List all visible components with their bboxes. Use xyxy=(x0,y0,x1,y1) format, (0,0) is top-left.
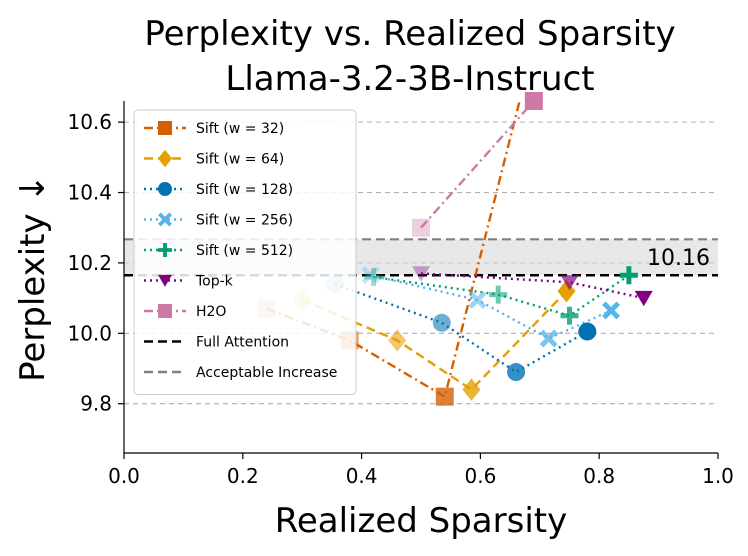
legend-marker-6 xyxy=(158,304,172,318)
legend: Sift (w = 32) Sift (w = 64) Sift (w = 128)… xyxy=(133,109,357,395)
y-axis-label: Perplexity ↓ xyxy=(13,174,53,382)
data-point-3-0 xyxy=(361,266,380,285)
legend-label-1: Sift (w = 64) xyxy=(196,152,284,168)
y-tick-label-2: 10.2 xyxy=(67,251,112,275)
data-point-4-2 xyxy=(560,306,579,325)
full-attention-annotation: 10.16 xyxy=(647,246,710,271)
data-point-0-2 xyxy=(435,387,454,406)
x-tick-label-5: 1.0 xyxy=(702,464,734,488)
x-tick-label-4: 0.8 xyxy=(583,464,615,488)
series-line-6 xyxy=(420,101,535,229)
legend-marker-5 xyxy=(158,274,172,287)
x-axis-label: Realized Sparsity xyxy=(275,501,568,541)
legend-marker-3 xyxy=(158,212,172,227)
chart-title: Perplexity vs. Realized Sparsity xyxy=(144,14,675,54)
legend-label-3: Sift (w = 256) xyxy=(196,213,293,229)
x-tick-label-2: 0.4 xyxy=(346,464,378,488)
legend-box xyxy=(133,109,357,395)
data-point-1-2 xyxy=(462,378,481,401)
x-tick-label-3: 0.6 xyxy=(464,464,496,488)
data-point-2-1 xyxy=(432,313,451,332)
axes xyxy=(123,101,718,454)
data-point-4-0 xyxy=(364,268,383,286)
legend-label-0: Sift (w = 32) xyxy=(196,121,284,137)
y-tick-label-1: 10.0 xyxy=(67,321,112,345)
legend-label-7: Full Attention xyxy=(196,335,289,351)
data-point-6-0 xyxy=(412,218,430,237)
legend-label-4: Sift (w = 512) xyxy=(196,243,293,259)
y-ticks: 9.8 10.0 10.2 10.4 10.6 xyxy=(67,110,124,416)
legend-label-6: H2O xyxy=(196,304,226,320)
series-line-3 xyxy=(370,274,612,340)
data-point-6-1 xyxy=(524,92,543,110)
series-line-4 xyxy=(373,274,630,318)
y-tick-label-4: 10.6 xyxy=(67,110,112,134)
data-point-4-1 xyxy=(489,285,508,304)
data-point-4-3 xyxy=(619,266,638,285)
y-tick-label-3: 10.4 xyxy=(67,181,112,205)
legend-marker-4 xyxy=(158,243,172,257)
y-tick-label-0: 9.8 xyxy=(80,392,112,416)
series-line-1 xyxy=(301,290,568,392)
x-tick-label-0: 0.0 xyxy=(108,464,140,488)
data-point-5-1 xyxy=(560,275,579,291)
data-point-2-3 xyxy=(578,322,597,341)
x-tick-label-1: 0.2 xyxy=(227,464,259,488)
data-point-1-1 xyxy=(388,329,407,352)
data-point-3-2 xyxy=(539,329,558,348)
data-point-5-0 xyxy=(412,266,430,282)
legend-label-8: Acceptable Increase xyxy=(196,365,337,381)
data-point-3-1 xyxy=(468,290,487,309)
data-point-3-3 xyxy=(602,301,621,320)
series-line-5 xyxy=(420,272,645,300)
data-point-5-2 xyxy=(634,290,653,307)
legend-marker-0 xyxy=(158,121,172,135)
legend-label-5: Top-k xyxy=(195,274,234,290)
x-ticks: 0.0 0.2 0.4 0.6 0.8 1.0 xyxy=(108,453,734,488)
data-point-2-2 xyxy=(507,363,526,382)
legend-marker-1 xyxy=(158,149,172,168)
legend-label-2: Sift (w = 128) xyxy=(196,182,293,198)
legend-marker-2 xyxy=(158,182,172,196)
